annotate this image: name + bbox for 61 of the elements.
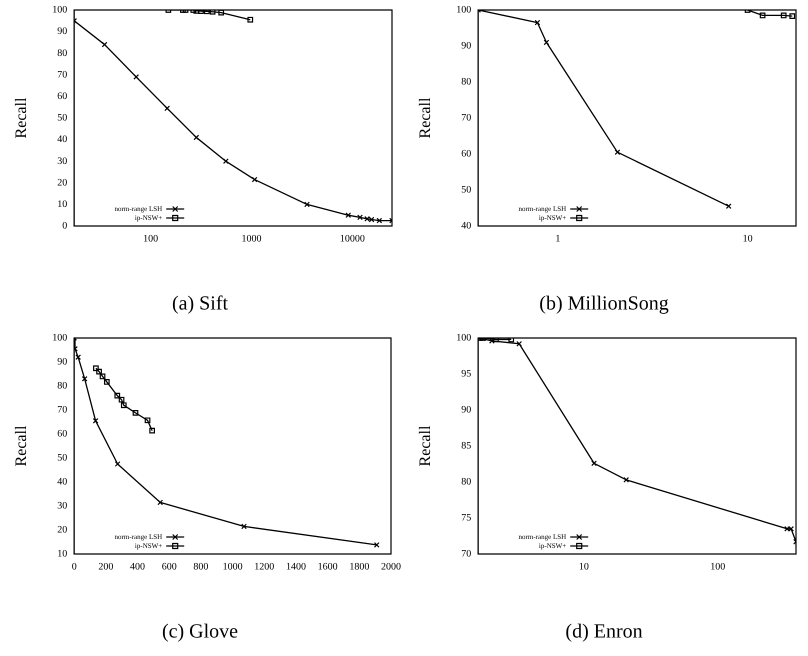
y-tick-label: 20: [57, 524, 68, 536]
x-tick-label: 400: [130, 562, 146, 573]
x-tick-label: 1400: [286, 562, 306, 573]
y-tick-label: 90: [57, 26, 68, 38]
y-tick-label: 20: [57, 177, 68, 188]
y-tick-label: 30: [57, 156, 68, 167]
x-tick-label: 1600: [318, 562, 338, 573]
x-tick-label: 100: [710, 562, 726, 573]
y-tick-label: 10: [57, 548, 68, 560]
y-axis-title: Recall: [12, 425, 30, 466]
y-tick-label: 95: [461, 368, 472, 380]
y-tick-label: 10: [57, 199, 68, 210]
y-axis-title: Recall: [416, 97, 434, 138]
y-tick-label: 30: [57, 500, 68, 512]
y-tick-label: 40: [57, 476, 68, 488]
x-tick-label: 0: [72, 562, 77, 573]
y-tick-label: 70: [461, 112, 472, 124]
text: (c) Glove: [162, 620, 238, 642]
text: (a) Sift: [172, 292, 228, 314]
x-tick-label: 1000: [241, 234, 262, 245]
y-tick-label: 80: [461, 476, 472, 488]
y-tick-label: 100: [456, 4, 472, 16]
x-tick-label: 10: [578, 562, 589, 573]
y-tick-label: 50: [461, 184, 472, 196]
y-tick-label: 0: [62, 220, 68, 232]
y-tick-label: 40: [461, 220, 472, 232]
x-tick-label: 1200: [254, 562, 274, 573]
text: (b) MillionSong: [539, 292, 669, 314]
y-tick-label: 90: [461, 404, 472, 416]
y-tick-label: 60: [461, 148, 472, 160]
x-tick-label: 100: [143, 234, 158, 245]
y-tick-label: 100: [456, 332, 472, 344]
y-tick-label: 80: [57, 380, 68, 392]
x-tick-label: 200: [98, 562, 114, 573]
x-tick-label: 10000: [340, 234, 365, 245]
y-tick-label: 80: [57, 48, 68, 59]
y-tick-label: 70: [57, 69, 68, 80]
x-tick-label: 1000: [222, 562, 243, 573]
x-tick-label: 1: [555, 234, 560, 245]
x-tick-label: 800: [193, 562, 208, 573]
y-tick-label: 90: [461, 40, 472, 52]
x-tick-label: 2000: [381, 562, 401, 573]
x-tick-label: 1800: [349, 562, 370, 573]
y-tick-label: 50: [57, 452, 68, 464]
y-tick-label: 70: [57, 404, 68, 416]
y-tick-label: 85: [461, 440, 472, 452]
y-axis-title: Recall: [416, 425, 434, 466]
y-tick-label: 60: [57, 428, 68, 440]
y-tick-label: 50: [57, 112, 68, 124]
y-tick-label: 80: [461, 76, 472, 88]
y-tick-label: 90: [57, 356, 68, 368]
y-tick-label: 40: [57, 134, 68, 146]
text: (d) Enron: [565, 620, 643, 642]
y-tick-label: 100: [52, 332, 68, 344]
x-tick-label: 10: [742, 234, 753, 245]
y-tick-label: 75: [461, 512, 472, 524]
y-tick-label: 100: [52, 4, 68, 16]
y-tick-label: 70: [461, 548, 472, 560]
y-tick-label: 60: [57, 91, 68, 102]
y-axis-title: Recall: [12, 97, 30, 138]
x-tick-label: 600: [162, 562, 177, 573]
